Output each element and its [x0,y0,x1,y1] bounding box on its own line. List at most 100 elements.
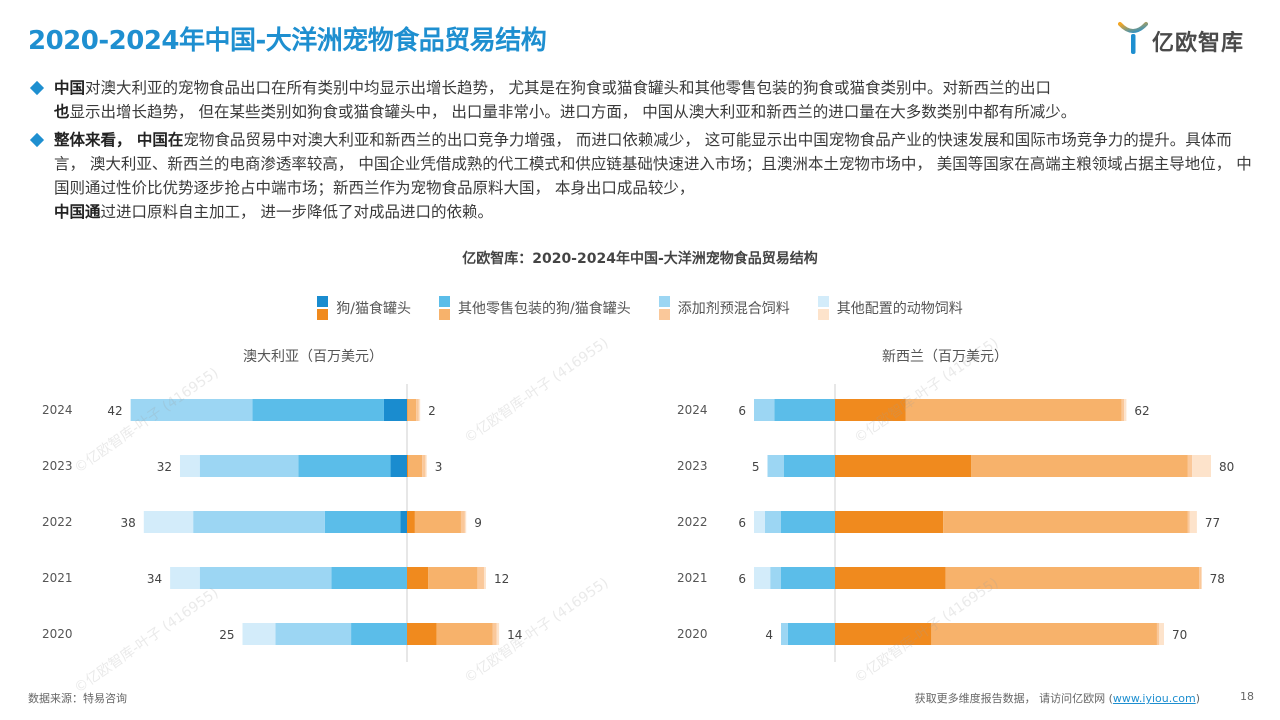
year-label: 2022 [677,515,708,529]
export-bar-segment [407,511,415,533]
year-label: 2022 [42,515,73,529]
brand-logo: 亿欧智库 [1118,20,1258,60]
bullet-2-text-2: 过进口原料自主加工， 进一步降低了对成品进口的依赖。 [100,203,493,221]
import-total-label: 42 [107,404,122,418]
export-bar-segment [1189,511,1197,533]
summary-bullets: 中国对澳大利亚的宠物食品出口在所有类别中均显示出增长趋势， 尤其是在狗食或猫食罐… [28,76,1260,224]
data-source: 数据来源：特易咨询 [28,692,127,705]
page-title: 2020-2024年中国-大洋洲宠物食品贸易结构 [28,26,547,56]
export-bar-segment [1124,399,1127,421]
import-bar-segment [331,567,407,589]
export-bar-segment [407,399,408,421]
iyiou-link[interactable]: www.iyiou.com [1112,692,1196,705]
import-bar-segment [781,511,835,533]
import-total-label: 38 [121,516,136,530]
import-bar-segment [754,511,765,533]
export-bar-segment [1159,623,1164,645]
import-bar-segment [754,567,771,589]
bullet-2-lead-2: 中国通 [54,203,101,221]
import-bar-segment [383,399,407,421]
import-bar-segment [781,567,835,589]
legend-item-premix: 添加剂预混合饲料 [658,296,790,320]
import-bar-segment [764,511,781,533]
export-bar-segment [931,623,1157,645]
brand-name: 亿欧智库 [1152,31,1245,56]
export-bar-segment [407,399,417,421]
export-total-label: 70 [1172,628,1187,642]
export-total-label: 3 [435,460,443,474]
import-bar-segment [143,511,194,533]
import-total-label: 25 [219,628,234,642]
export-bar-segment [422,455,426,477]
year-label: 2023 [677,459,708,473]
year-label: 2021 [677,571,708,585]
panel-title: 新西兰（百万美元） [882,349,1008,365]
chart-title: 亿欧智库：2020-2024年中国-大洋洲宠物食品贸易结构 [462,251,818,267]
bullet-1-text-2: 显示出增长趋势， 但在某些类别如狗食或猫食罐头中， 出口量非常小。进口方面， 中… [69,103,1077,121]
export-bar-segment [1121,399,1125,421]
import-bar-segment [390,455,407,477]
export-bar-segment [1156,623,1160,645]
legend-label: 其他零售包装的狗/猫食罐头 [458,301,631,317]
legend-label: 其他配置的动物饲料 [836,301,963,317]
import-bar-segment [193,511,325,533]
export-bar-segment [407,623,437,645]
bullet-1-lead: 中国 [54,79,86,97]
export-total-label: 80 [1219,460,1234,474]
year-label: 2024 [42,403,73,417]
export-bar-segment [464,511,467,533]
year-label: 2023 [42,459,73,473]
bullet-2-lead: 整体来看， 中国在 [54,131,184,149]
export-bar-segment [835,455,972,477]
year-label: 2024 [677,403,708,417]
year-label: 2020 [42,627,73,641]
export-bar-segment [835,567,946,589]
legend-swatch [317,296,329,320]
import-bar-segment [770,567,781,589]
footer-more: 获取更多维度报告数据， 请访问亿欧网 (www.iyiou.com) [915,690,1200,706]
import-bar-segment [170,567,200,589]
export-bar-segment [483,567,486,589]
bullet-1-text: 对澳大利亚的宠物食品出口在所有类别中均显示出增长趋势， 尤其是在狗食或猫食罐头和… [85,79,1051,97]
import-bar-segment [351,623,407,645]
import-bar-segment [275,623,352,645]
legend-label: 狗/猫食罐头 [336,301,411,317]
import-bar-segment [130,399,253,421]
footer-more-close: ) [1195,692,1200,705]
import-total-label: 6 [738,572,746,586]
legend-item-retail: 其他零售包装的狗/猫食罐头 [439,296,631,320]
import-bar-segment [767,455,784,477]
logo-mark-icon [1118,22,1148,54]
export-bar-segment [943,511,1188,533]
page-number: 18 [1240,690,1254,703]
export-bar-segment [407,455,409,477]
export-bar-segment [835,623,932,645]
export-total-label: 78 [1210,572,1225,586]
legend-swatch [439,296,450,320]
export-bar-segment [835,399,906,421]
import-total-label: 6 [738,516,746,530]
export-bar-segment [408,455,423,477]
export-bar-segment [496,623,500,645]
export-bar-segment [1192,455,1211,477]
export-bar-segment [945,567,1200,589]
export-total-label: 12 [494,572,509,586]
legend-swatch [658,296,670,320]
bullet-1-lead-2: 也 [54,103,70,121]
legend-item-other-feed: 其他配置的动物饲料 [817,296,963,320]
export-bar-segment [492,623,497,645]
import-bar-segment [400,511,407,533]
import-bar-segment [781,623,788,645]
export-bar-segment [477,567,484,589]
import-total-label: 4 [765,628,773,642]
export-bar-segment [905,399,1122,421]
legend-label: 添加剂预混合饲料 [677,301,790,317]
bullet-1: 中国对澳大利亚的宠物食品出口在所有类别中均显示出增长趋势， 尤其是在狗食或猫食罐… [28,76,1260,124]
year-label: 2020 [677,627,708,641]
export-total-label: 2 [428,404,436,418]
export-bar-segment [418,399,421,421]
export-total-label: 9 [474,516,482,530]
panel-title: 澳大利亚（百万美元） [243,349,383,365]
import-total-label: 32 [157,460,172,474]
import-bar-segment [252,399,384,421]
